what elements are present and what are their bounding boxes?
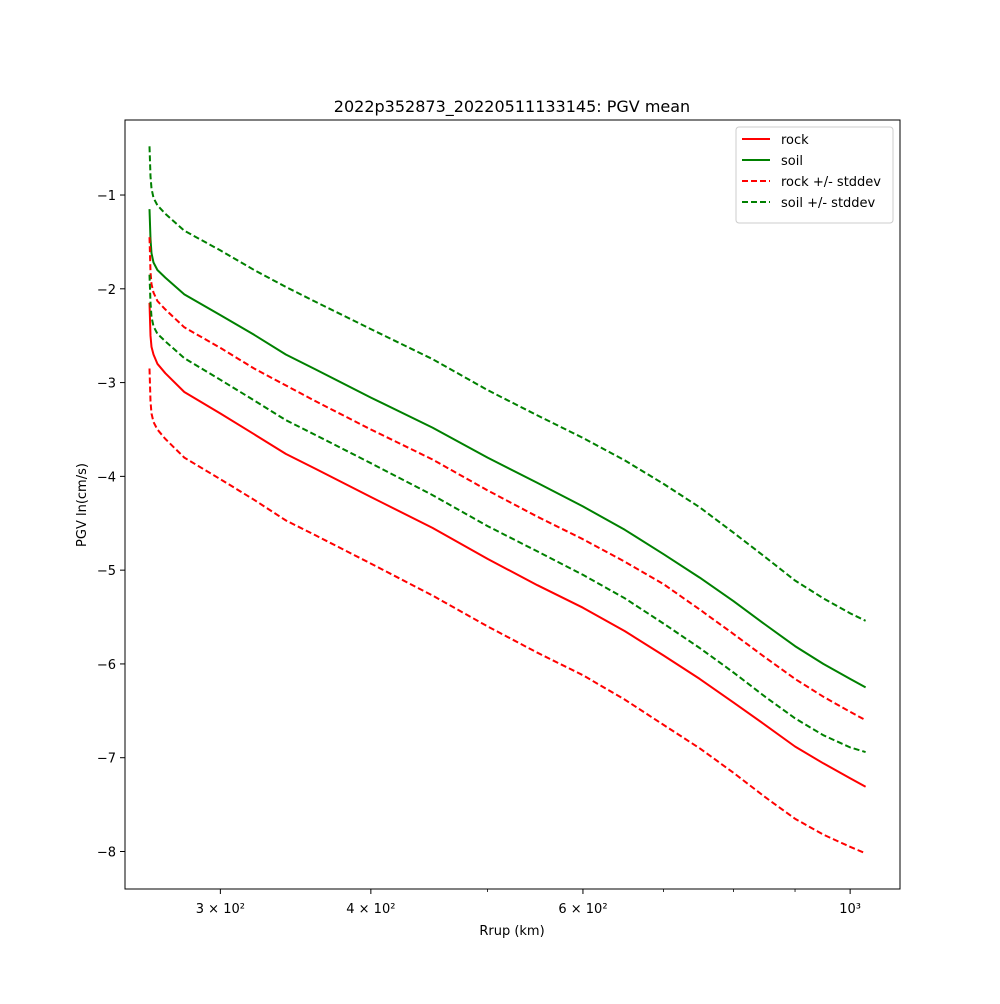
- series-line-band-4: [148, 368, 866, 855]
- x-axis-label: Rrup (km): [479, 924, 544, 939]
- series-line-band-5: [148, 274, 866, 754]
- legend: rock soil rock +/- stddev soil +/- stddev: [735, 126, 894, 224]
- legend-label: rock: [781, 133, 809, 148]
- legend-label: soil +/- stddev: [781, 196, 876, 211]
- series-line-rock-stddev-2: [148, 237, 867, 722]
- legend-label: rock +/- stddev: [781, 175, 881, 190]
- y-tick-label: −2: [97, 283, 116, 298]
- x-tick-label: 10³: [839, 902, 861, 917]
- legend-label: soil: [781, 154, 803, 169]
- y-tick-label: −3: [97, 377, 116, 392]
- y-tick-label: −8: [97, 845, 116, 860]
- legend-box: [735, 126, 894, 224]
- series-line-soil-1: [148, 209, 867, 689]
- plot-area-frame: [124, 119, 901, 890]
- y-tick-label: −5: [97, 564, 116, 579]
- y-tick-label: −6: [97, 658, 116, 673]
- x-tick-label: 6 × 10²: [558, 902, 607, 917]
- series-layer: [148, 146, 867, 855]
- series-line-rock-0: [148, 302, 867, 788]
- x-tick-label: 3 × 10²: [196, 902, 245, 917]
- x-axis: 3 × 10² 4 × 10² 6 × 10² 10³: [196, 889, 861, 917]
- chart-title: 2022p352873_20220511133145: PGV mean: [334, 97, 690, 117]
- y-axis-label: PGV ln(cm/s): [75, 463, 90, 547]
- y-tick-label: −1: [97, 189, 116, 204]
- y-tick-label: −4: [97, 470, 116, 485]
- y-tick-label: −7: [97, 752, 116, 767]
- x-tick-label: 4 × 10²: [346, 902, 395, 917]
- y-axis: −1 −2 −3 −4 −5 −6 −7 −8: [97, 189, 125, 860]
